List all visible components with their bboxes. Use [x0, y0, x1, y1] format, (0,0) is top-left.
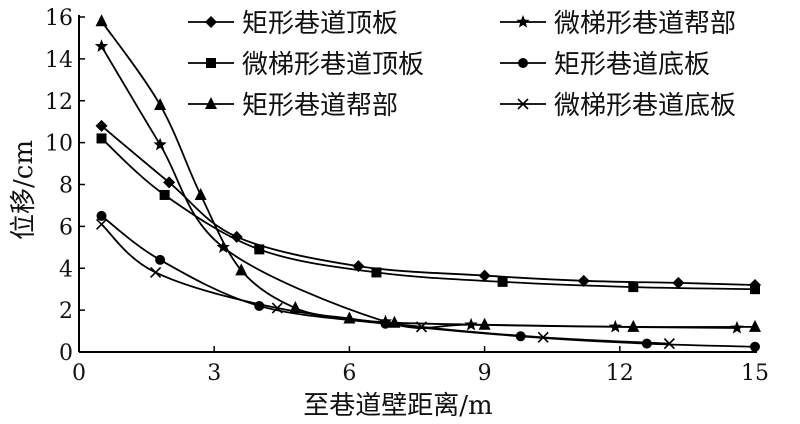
data-point-star	[730, 320, 744, 334]
x-tick-label: 9	[478, 361, 492, 386]
data-point-triangle	[749, 319, 761, 332]
data-point-square	[96, 133, 107, 144]
data-point-diamond	[478, 269, 491, 282]
series-line-1	[100, 125, 756, 286]
data-point-x	[95, 218, 108, 230]
x-tick-label: 12	[606, 361, 634, 386]
x-tick-label: 3	[207, 361, 221, 386]
data-point-circle	[750, 341, 760, 352]
legend-marker-star	[516, 15, 530, 28]
data-point-star	[464, 317, 478, 331]
axes: 0 3 6 9 12 15 0 2 4 6 8 10 12 14 16	[45, 6, 769, 386]
y-tick-label: 0	[59, 341, 73, 366]
legend-marker-diamond	[205, 16, 217, 28]
data-point-diamond	[163, 176, 176, 189]
data-point-triangle	[627, 319, 640, 332]
y-tick-label: 10	[45, 132, 73, 157]
data-point-square	[371, 267, 382, 278]
legend-marker-circle	[518, 58, 528, 68]
y-tick-label: 6	[59, 215, 73, 240]
y-tick-label: 8	[59, 174, 73, 199]
legend-label: 微梯形巷道底板	[554, 91, 736, 121]
data-point-triangle	[289, 301, 302, 314]
legend-label: 矩形巷道底板	[554, 50, 710, 80]
y-tick-label: 14	[45, 48, 73, 73]
data-point-triangle	[343, 311, 356, 324]
legend-marker-triangle	[205, 97, 217, 109]
data-point-square	[750, 284, 760, 295]
legend-label: 微梯形巷道顶板	[242, 50, 424, 80]
data-point-circle	[155, 254, 166, 265]
data-point-star	[94, 39, 109, 52]
data-point-star	[216, 240, 230, 253]
data-point-square	[254, 244, 265, 255]
data-point-circle	[96, 210, 107, 221]
data-point-triangle	[194, 187, 207, 200]
data-point-x	[150, 266, 162, 279]
data-point-circle	[254, 300, 265, 311]
x-axis-title: 至巷道壁距离/m	[303, 391, 492, 421]
y-tick-label: 12	[45, 90, 73, 115]
y-tick-label: 16	[45, 6, 73, 31]
data-point-diamond	[95, 119, 108, 132]
data-point-circle	[515, 331, 526, 342]
data-point-x	[271, 302, 283, 314]
data-point-diamond	[230, 230, 243, 243]
data-point-square	[159, 189, 170, 200]
legend-marker-square	[206, 58, 216, 68]
data-point-x	[415, 321, 428, 333]
legend-label: 矩形巷道帮部	[242, 91, 398, 121]
legend-label: 矩形巷道顶板	[242, 9, 398, 39]
series-markers	[94, 14, 761, 352]
y-axis-title: 位移/cm	[9, 140, 39, 240]
data-point-square	[628, 282, 639, 293]
legend-marker-x	[517, 98, 529, 110]
series-line-2	[100, 137, 756, 291]
data-point-x	[537, 331, 549, 343]
data-point-diamond	[672, 276, 685, 289]
data-point-circle	[380, 318, 391, 329]
data-point-triangle	[235, 263, 248, 276]
y-tick-label: 4	[59, 257, 73, 282]
data-point-diamond	[577, 274, 590, 287]
data-point-triangle	[154, 97, 167, 110]
data-point-triangle	[95, 14, 108, 27]
y-tick-label: 2	[59, 299, 73, 324]
x-tick-label: 6	[342, 361, 356, 386]
data-point-diamond	[352, 260, 365, 273]
data-point-star	[153, 137, 167, 151]
data-point-x	[663, 338, 675, 350]
data-point-star	[608, 319, 622, 333]
data-point-circle	[641, 338, 652, 349]
data-point-triangle	[388, 315, 401, 328]
x-tick-label: 0	[72, 361, 86, 386]
legend-label: 微梯形巷道帮部	[554, 9, 736, 39]
x-tick-label: 15	[741, 361, 769, 386]
data-point-square	[497, 276, 508, 287]
data-point-triangle	[478, 317, 491, 330]
